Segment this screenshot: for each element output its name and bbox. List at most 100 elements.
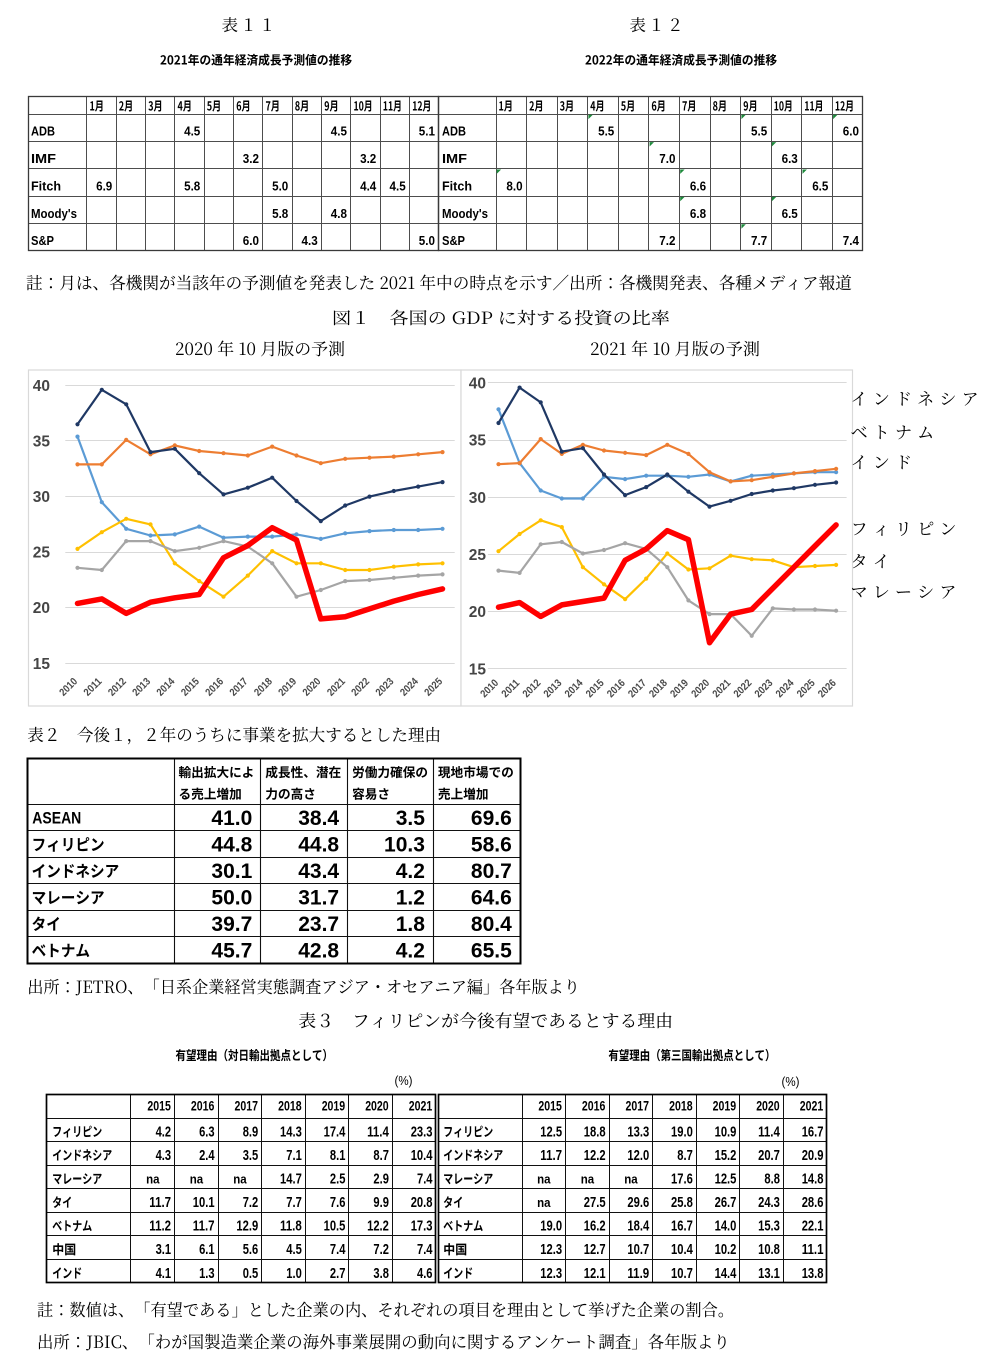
svg-text:Moody's: Moody's	[31, 207, 77, 221]
svg-text:8.0: 8.0	[506, 179, 522, 193]
svg-text:4.3: 4.3	[302, 234, 318, 248]
svg-text:11.4: 11.4	[367, 1123, 389, 1140]
svg-text:30: 30	[469, 490, 486, 507]
svg-text:35: 35	[469, 433, 487, 450]
svg-text:4.2: 4.2	[396, 939, 425, 962]
svg-text:7.2: 7.2	[659, 234, 675, 248]
svg-text:Fitch: Fitch	[31, 179, 61, 193]
svg-text:10.7: 10.7	[627, 1241, 649, 1258]
svg-text:6.9: 6.9	[96, 179, 112, 193]
svg-text:80.4: 80.4	[471, 913, 512, 936]
svg-text:39.7: 39.7	[211, 913, 252, 936]
svg-text:5.8: 5.8	[272, 207, 288, 221]
svg-text:2018: 2018	[278, 1099, 302, 1114]
svg-text:1.0: 1.0	[286, 1265, 302, 1282]
svg-text:14.8: 14.8	[802, 1171, 824, 1188]
svg-text:14.0: 14.0	[715, 1218, 737, 1235]
svg-text:ADB: ADB	[442, 125, 466, 139]
svg-text:IMF: IMF	[31, 152, 56, 166]
svg-text:7.7: 7.7	[751, 234, 767, 248]
svg-text:2020: 2020	[365, 1099, 389, 1114]
svg-text:11.7: 11.7	[193, 1218, 215, 1235]
svg-text:5.1: 5.1	[419, 125, 435, 139]
svg-text:3.1: 3.1	[156, 1241, 172, 1258]
svg-text:8.1: 8.1	[330, 1147, 346, 1164]
svg-text:8.9: 8.9	[243, 1123, 259, 1140]
svg-text:4.2: 4.2	[396, 860, 425, 883]
svg-text:17.3: 17.3	[411, 1218, 433, 1235]
svg-text:7.2: 7.2	[373, 1241, 389, 1258]
svg-text:20.7: 20.7	[758, 1147, 780, 1164]
svg-text:1.8: 1.8	[396, 913, 426, 936]
svg-text:7.7: 7.7	[286, 1194, 302, 1211]
svg-text:2015: 2015	[538, 1099, 562, 1114]
svg-text:64.6: 64.6	[471, 886, 512, 909]
svg-text:8.8: 8.8	[764, 1171, 780, 1188]
svg-text:42.8: 42.8	[298, 939, 339, 962]
svg-text:6.5: 6.5	[782, 207, 798, 221]
svg-text:7.4: 7.4	[417, 1241, 433, 1258]
svg-text:14.4: 14.4	[715, 1265, 737, 1282]
svg-text:30.1: 30.1	[211, 860, 252, 883]
svg-text:4.6: 4.6	[417, 1265, 433, 1282]
svg-text:6.1: 6.1	[199, 1241, 215, 1258]
svg-text:na: na	[233, 1172, 247, 1187]
svg-text:38.4: 38.4	[298, 807, 339, 830]
svg-text:3.2: 3.2	[360, 152, 376, 166]
svg-text:6.3: 6.3	[782, 152, 798, 166]
svg-text:6.0: 6.0	[243, 234, 259, 248]
svg-text:44.8: 44.8	[211, 833, 252, 856]
svg-text:12.2: 12.2	[367, 1218, 389, 1235]
svg-text:11.7: 11.7	[540, 1147, 562, 1164]
svg-text:4.1: 4.1	[156, 1265, 172, 1282]
svg-text:13.3: 13.3	[627, 1123, 649, 1140]
svg-text:16.7: 16.7	[671, 1218, 693, 1235]
svg-text:18.8: 18.8	[584, 1123, 606, 1140]
svg-text:45.7: 45.7	[211, 939, 252, 962]
svg-text:12.5: 12.5	[715, 1171, 737, 1188]
svg-text:30: 30	[33, 489, 50, 506]
svg-text:11.2: 11.2	[149, 1218, 171, 1235]
svg-text:3.5: 3.5	[396, 807, 426, 830]
svg-text:20: 20	[33, 600, 50, 617]
svg-text:25: 25	[33, 545, 51, 562]
svg-text:7.4: 7.4	[417, 1171, 433, 1188]
svg-text:10.1: 10.1	[193, 1194, 215, 1211]
svg-text:na: na	[581, 1172, 595, 1187]
svg-text:Moody's: Moody's	[442, 207, 488, 221]
svg-text:(%): (%)	[782, 1074, 800, 1089]
svg-text:2016: 2016	[582, 1099, 606, 1114]
svg-text:na: na	[624, 1172, 638, 1187]
svg-text:na: na	[190, 1172, 204, 1187]
svg-text:12.0: 12.0	[627, 1147, 649, 1164]
svg-text:12.2: 12.2	[584, 1147, 606, 1164]
svg-text:12.9: 12.9	[236, 1218, 258, 1235]
svg-text:10.4: 10.4	[671, 1241, 693, 1258]
svg-text:2021: 2021	[409, 1099, 433, 1114]
svg-text:10.4: 10.4	[411, 1147, 433, 1164]
svg-text:29.6: 29.6	[627, 1194, 649, 1211]
svg-text:2.5: 2.5	[330, 1171, 346, 1188]
svg-text:11.4: 11.4	[758, 1123, 780, 1140]
svg-text:9.9: 9.9	[373, 1194, 389, 1211]
svg-text:na: na	[146, 1172, 160, 1187]
svg-text:3.2: 3.2	[243, 152, 259, 166]
svg-text:2.7: 2.7	[330, 1265, 346, 1282]
svg-text:28.6: 28.6	[802, 1194, 824, 1211]
svg-text:41.0: 41.0	[211, 807, 252, 830]
svg-text:31.7: 31.7	[298, 886, 339, 909]
svg-text:19.0: 19.0	[540, 1218, 562, 1235]
svg-text:6.3: 6.3	[199, 1123, 215, 1140]
svg-text:ASEAN: ASEAN	[32, 810, 81, 828]
svg-text:4.3: 4.3	[156, 1147, 172, 1164]
svg-text:ADB: ADB	[31, 125, 55, 139]
svg-text:11.9: 11.9	[627, 1265, 649, 1282]
svg-text:69.6: 69.6	[471, 807, 512, 830]
svg-text:7.6: 7.6	[330, 1194, 346, 1211]
svg-text:5.6: 5.6	[243, 1241, 259, 1258]
svg-text:4.5: 4.5	[286, 1241, 302, 1258]
svg-text:4.5: 4.5	[331, 125, 347, 139]
svg-text:17.4: 17.4	[324, 1123, 346, 1140]
svg-text:13.8: 13.8	[802, 1265, 824, 1282]
svg-text:2021: 2021	[800, 1099, 824, 1114]
